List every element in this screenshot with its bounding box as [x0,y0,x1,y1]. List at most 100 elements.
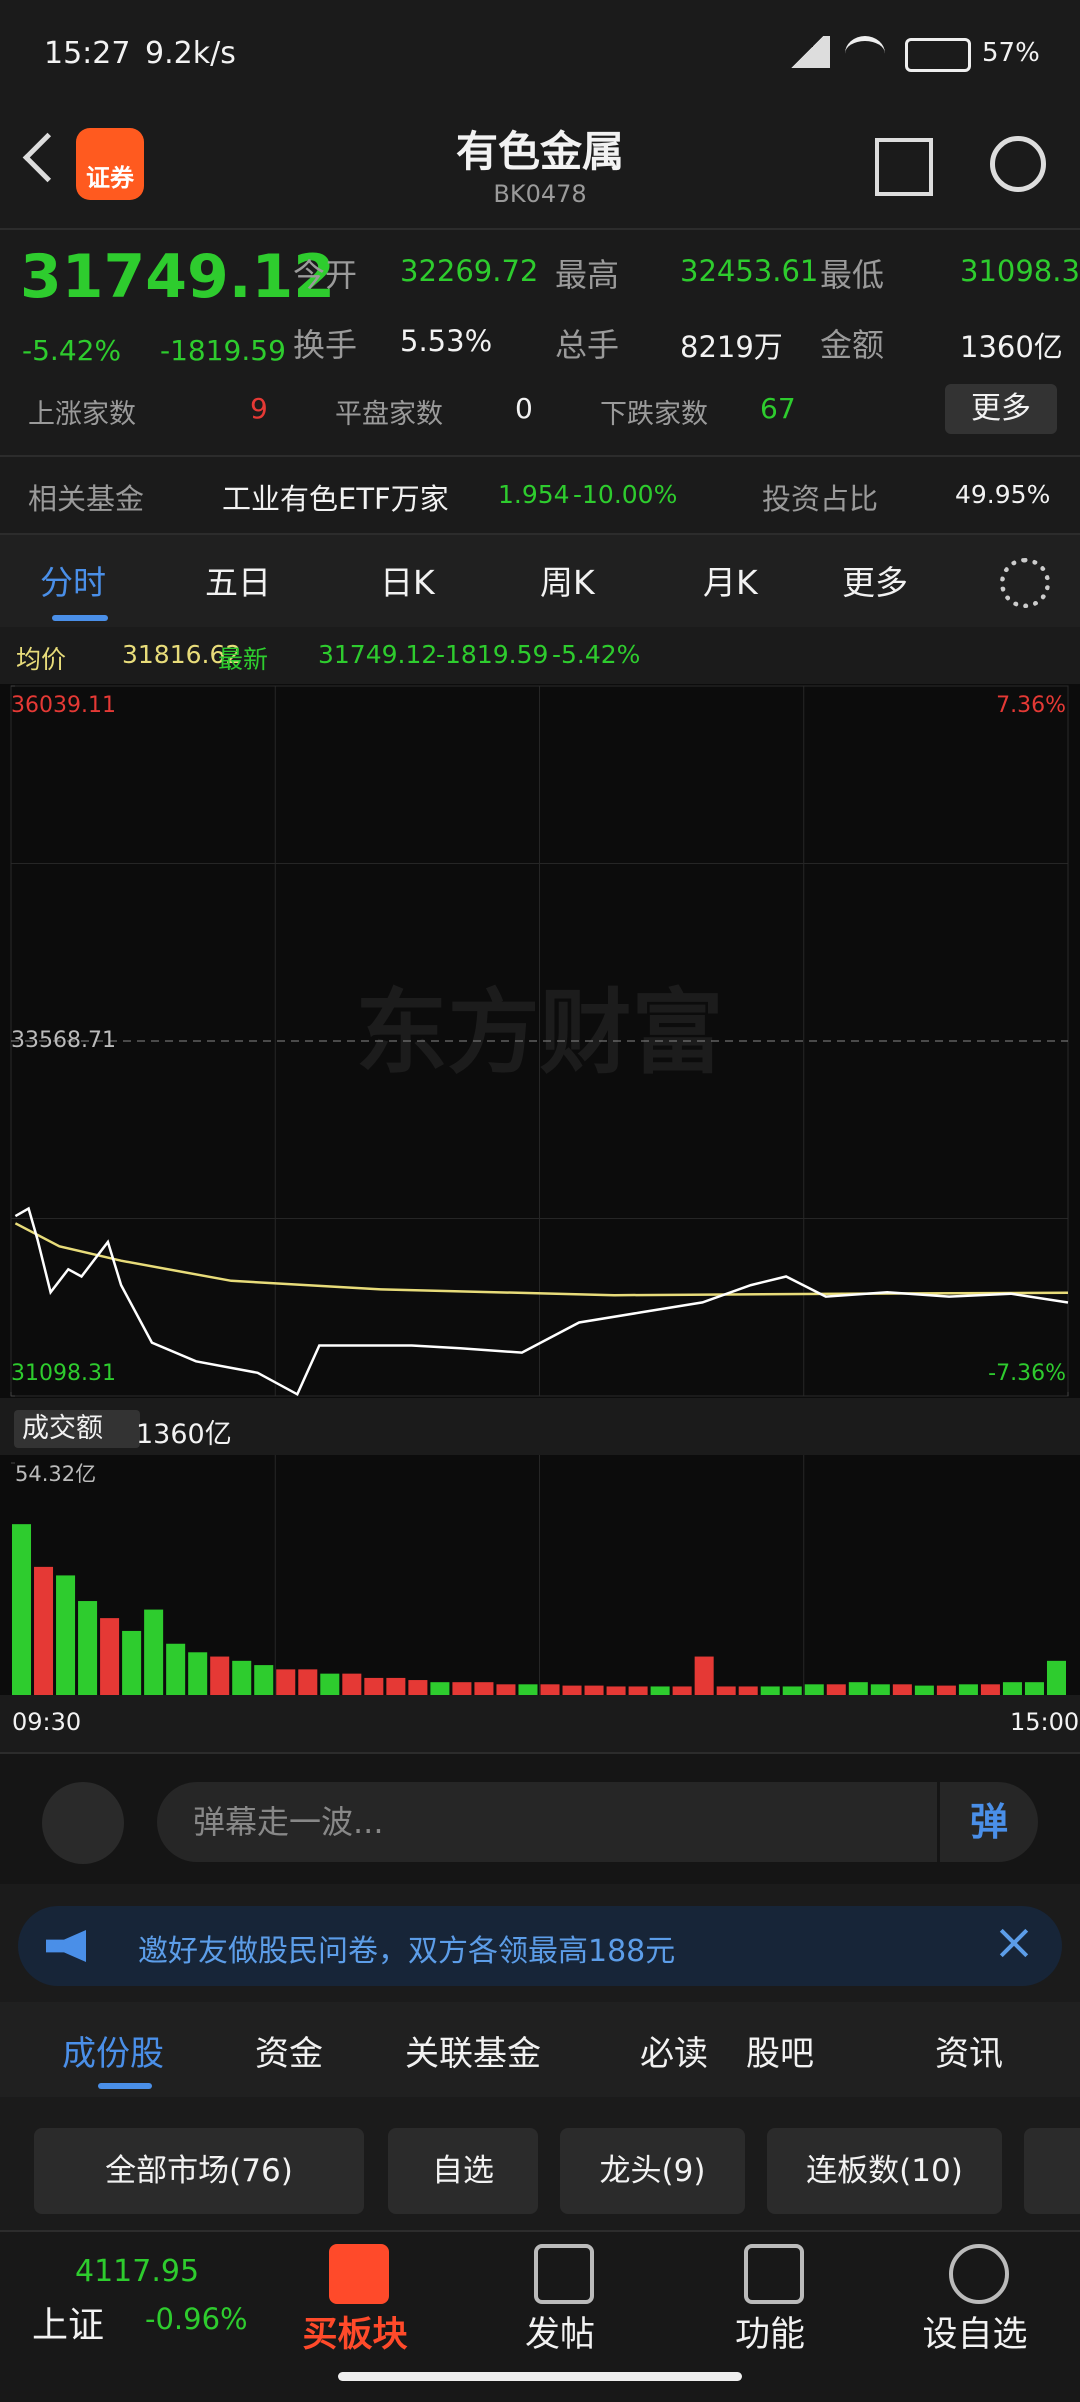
content-tab[interactable]: 股吧 [746,2034,814,2074]
breadth-label: 平盘家数 [335,399,443,430]
pct-label: -7.36% [988,1361,1066,1386]
volume-bar [144,1609,164,1695]
stat-value: 31098.31 [960,254,1080,288]
nav-item[interactable]: 发帖 [524,2315,595,2355]
breadth-value: 67 [760,392,796,425]
avg-value: 31816.62 [122,640,242,669]
volume-bar [848,1682,868,1695]
period-tab[interactable]: 分时 [40,563,106,602]
stat-label: 最低 [820,256,885,294]
index-value: 4117.95 [75,2254,200,2289]
stat-value: 1360亿 [960,330,1063,364]
content-tab[interactable]: 必读 [640,2034,708,2074]
volume-bar [980,1684,1000,1695]
volume-bar [452,1682,472,1695]
breadth-label: 下跌家数 [600,399,708,430]
change-pct: -5.42% [22,334,122,367]
filter-chip-cut [1024,2128,1080,2214]
filter-chip[interactable]: 连板数(10) [767,2128,1002,2214]
volume-bar [518,1684,538,1695]
volume-bar [34,1566,54,1695]
notes-button[interactable] [42,1782,124,1864]
signal-icon [785,36,830,68]
volume-bar [188,1652,208,1695]
pct-label: 7.36% [996,693,1066,718]
volume-bar [386,1677,406,1695]
index-name: 上证 [32,2305,105,2346]
y-tick-label: 36039.11 [11,693,116,718]
latest-value: 31749.12 [318,640,438,669]
nav-icon[interactable] [949,2244,1009,2304]
banner-bg[interactable] [18,1906,1062,1986]
latest-label: 最新 [218,645,269,674]
volume-bar [804,1684,824,1695]
volume-chart: 54.32亿 [11,1455,1066,1695]
volume-bar [826,1684,846,1695]
price-line [14,1222,1069,1297]
search-button[interactable] [990,136,1046,192]
content-tab[interactable]: 资讯 [935,2034,1003,2074]
volume-bar [562,1685,582,1695]
stat-label: 最高 [555,256,620,294]
content-tab[interactable]: 关联基金 [405,2034,541,2074]
more-button[interactable]: 更多 [945,384,1057,434]
divider [0,455,1080,457]
volume-bar [958,1684,978,1695]
avg-label: 均价 [16,645,67,674]
volume-bar [672,1686,692,1695]
breadth-value: 0 [515,392,533,425]
fund-name: 工业有色ETF万家 [222,482,449,516]
page-title: 有色金属 [455,127,624,176]
volume-label[interactable]: 成交额 [14,1410,140,1448]
volume-bar [56,1575,76,1695]
period-tab[interactable]: 日K [380,563,435,602]
period-tab[interactable]: 周K [540,563,595,602]
nav-icon[interactable] [329,2244,389,2304]
comment-input[interactable]: 弹幕走一波... [157,1782,937,1862]
filter-chip[interactable]: 全部市场(76) [34,2128,364,2214]
period-tab[interactable]: 更多 [842,563,908,602]
volume-bar [650,1686,670,1695]
volume-bar [122,1630,142,1695]
breadth-label: 上涨家数 [28,399,136,430]
filter-chip[interactable]: 自选 [388,2128,538,2214]
volume-bar [474,1682,494,1695]
volume-bar [892,1684,912,1695]
nav-icon[interactable] [744,2244,804,2304]
volume-bar [408,1680,428,1695]
share-label: 投资占比 [762,482,879,516]
volume-bar [694,1656,714,1695]
wifi-icon [845,36,885,71]
stat-value: 8219万 [680,330,783,364]
board-code: BK0478 [493,180,587,208]
x-tick-label: 09:30 [12,1708,82,1736]
watermark: 东方财富 [355,979,723,1086]
info-change-pct: -5.42% [552,640,641,669]
comment-send[interactable]: 弹 [940,1782,1038,1862]
divider [0,1752,1080,1754]
period-tab[interactable]: 五日 [205,563,271,602]
last-price: 31749.12 [20,242,336,312]
change: -1819.59 [160,334,286,367]
volume-bar [760,1686,780,1695]
tab-underline [98,2083,152,2089]
y-tick-label: 31098.31 [11,1361,116,1386]
share-button[interactable] [875,138,933,196]
nav-item[interactable]: 设自选 [922,2315,1028,2355]
filter-chip[interactable]: 龙头(9) [560,2128,745,2214]
status-time: 15:27 [44,36,131,71]
nav-item[interactable]: 功能 [734,2315,805,2355]
nav-icon[interactable] [534,2244,594,2304]
volume-bar [320,1673,340,1695]
index-change: -0.96% [145,2302,248,2336]
stat-label: 换手 [293,326,358,364]
content-tab[interactable]: 资金 [255,2034,323,2074]
volume-bar [540,1684,560,1695]
nav-item[interactable]: 买板块 [302,2315,408,2355]
y-tick-label: 33568.71 [11,1028,116,1053]
period-tab[interactable]: 月K [703,563,758,602]
settings-button[interactable] [1000,558,1050,608]
stat-value: 32453.61 [680,254,819,288]
volume-bar [606,1686,626,1695]
content-tab[interactable]: 成份股 [62,2034,164,2074]
